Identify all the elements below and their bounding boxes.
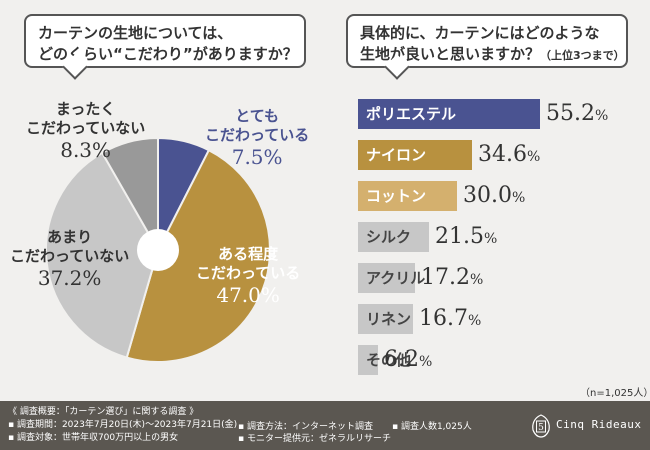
pie-label-not-much-pct: 37.2% — [37, 266, 102, 290]
bar-0: ポリエステル — [358, 99, 540, 129]
brand-name: Cinq Rideaux — [556, 418, 642, 431]
pie-label-very-line2: こだわっている — [205, 126, 310, 144]
question-2-note: （上位3つまで） — [540, 49, 625, 62]
bar-6: その他 — [358, 345, 411, 375]
question-1-box: カーテンの生地については、 どのくらい“こだわり”がありますか？ — [24, 14, 306, 80]
bar-value-2: 30.0% — [463, 183, 526, 208]
pie-label-not-much-line2: こだわっていない — [10, 247, 130, 265]
survey-count: ▪ 調査人数1,025人 — [392, 422, 472, 432]
question-2-line2: 生地が良いと思いますか？ — [360, 45, 541, 63]
pie-chart — [45, 136, 271, 363]
survey-method: ▪ 調査方法：インターネット調査 — [238, 422, 373, 432]
pie-label-not-at-all-line1: まったく — [55, 100, 116, 118]
bar-value-5: 16.7% — [419, 306, 482, 331]
footer: 《 調査概要：「カーテン選び」に関する調査 》 ▪ 調査期間：2023年7月20… — [0, 401, 650, 450]
bar-2: コットン — [358, 181, 457, 211]
bar-value-6: 6.2% — [384, 347, 433, 372]
brand-logo-mark: 5 — [538, 423, 544, 433]
pie-label-not-much-line1: あまり — [47, 228, 93, 246]
pie-label-very-pct: 7.5% — [231, 145, 283, 169]
pie-label-not-at-all-line2: こだわっていない — [26, 119, 146, 137]
pie-slice-1 — [125, 148, 271, 363]
pie-label-somewhat-line1: ある程度 — [218, 245, 279, 263]
brand-logo-icon: 5 — [532, 414, 550, 438]
pie-label-somewhat: ある程度 こだわっている 47.0% — [196, 245, 300, 305]
bar-value-0: 55.2% — [546, 101, 609, 126]
bar-value-3: 21.5% — [435, 224, 498, 249]
pie-slice-3 — [100, 136, 159, 254]
pie-label-not-much: あまり こだわっていない 37.2% — [10, 228, 129, 288]
pie-label-somewhat-line2: こだわっている — [196, 264, 301, 282]
survey-provider: ▪ モニター提供元：ゼネラルリサーチ — [238, 434, 391, 444]
pie-label-very: とても こだわっている 7.5% — [205, 107, 309, 167]
pie-label-not-at-all: まったく こだわっていない 8.3% — [26, 100, 145, 160]
survey-period: ▪ 調査期間：2023年7月20日(木)～2023年7月21日(金) — [8, 420, 238, 430]
pie-slice-2 — [45, 151, 160, 359]
question-1-line2: どのくらい“こだわり”がありますか？ — [38, 45, 298, 63]
survey-overview: 《 調査概要：「カーテン選び」に関する調査 》 — [8, 407, 199, 417]
pie-label-very-line1: とても — [235, 107, 280, 125]
bar-1: ナイロン — [358, 140, 472, 170]
question-2-line1: 具体的に、カーテンにはどのような — [360, 24, 600, 42]
bar-4: アクリル — [358, 263, 425, 293]
bar-3: シルク — [358, 222, 429, 252]
sample-size-note: （n=1,025人） — [580, 388, 650, 399]
pie-label-not-at-all-pct: 8.3% — [60, 138, 112, 162]
bar-value-1: 34.6% — [478, 142, 541, 167]
question-1-line1: カーテンの生地については、 — [38, 24, 233, 42]
question-2-box: 具体的に、カーテンにはどのような 生地が良いと思いますか？（上位3つまで） — [346, 14, 628, 80]
pie-center-hole — [137, 229, 179, 271]
bar-5: リネン — [358, 304, 413, 334]
pie-label-somewhat-pct: 47.0% — [216, 283, 280, 307]
bar-value-4: 17.2% — [421, 265, 484, 290]
survey-target: ▪ 調査対象：世帯年収700万円以上の男女 — [8, 433, 179, 443]
